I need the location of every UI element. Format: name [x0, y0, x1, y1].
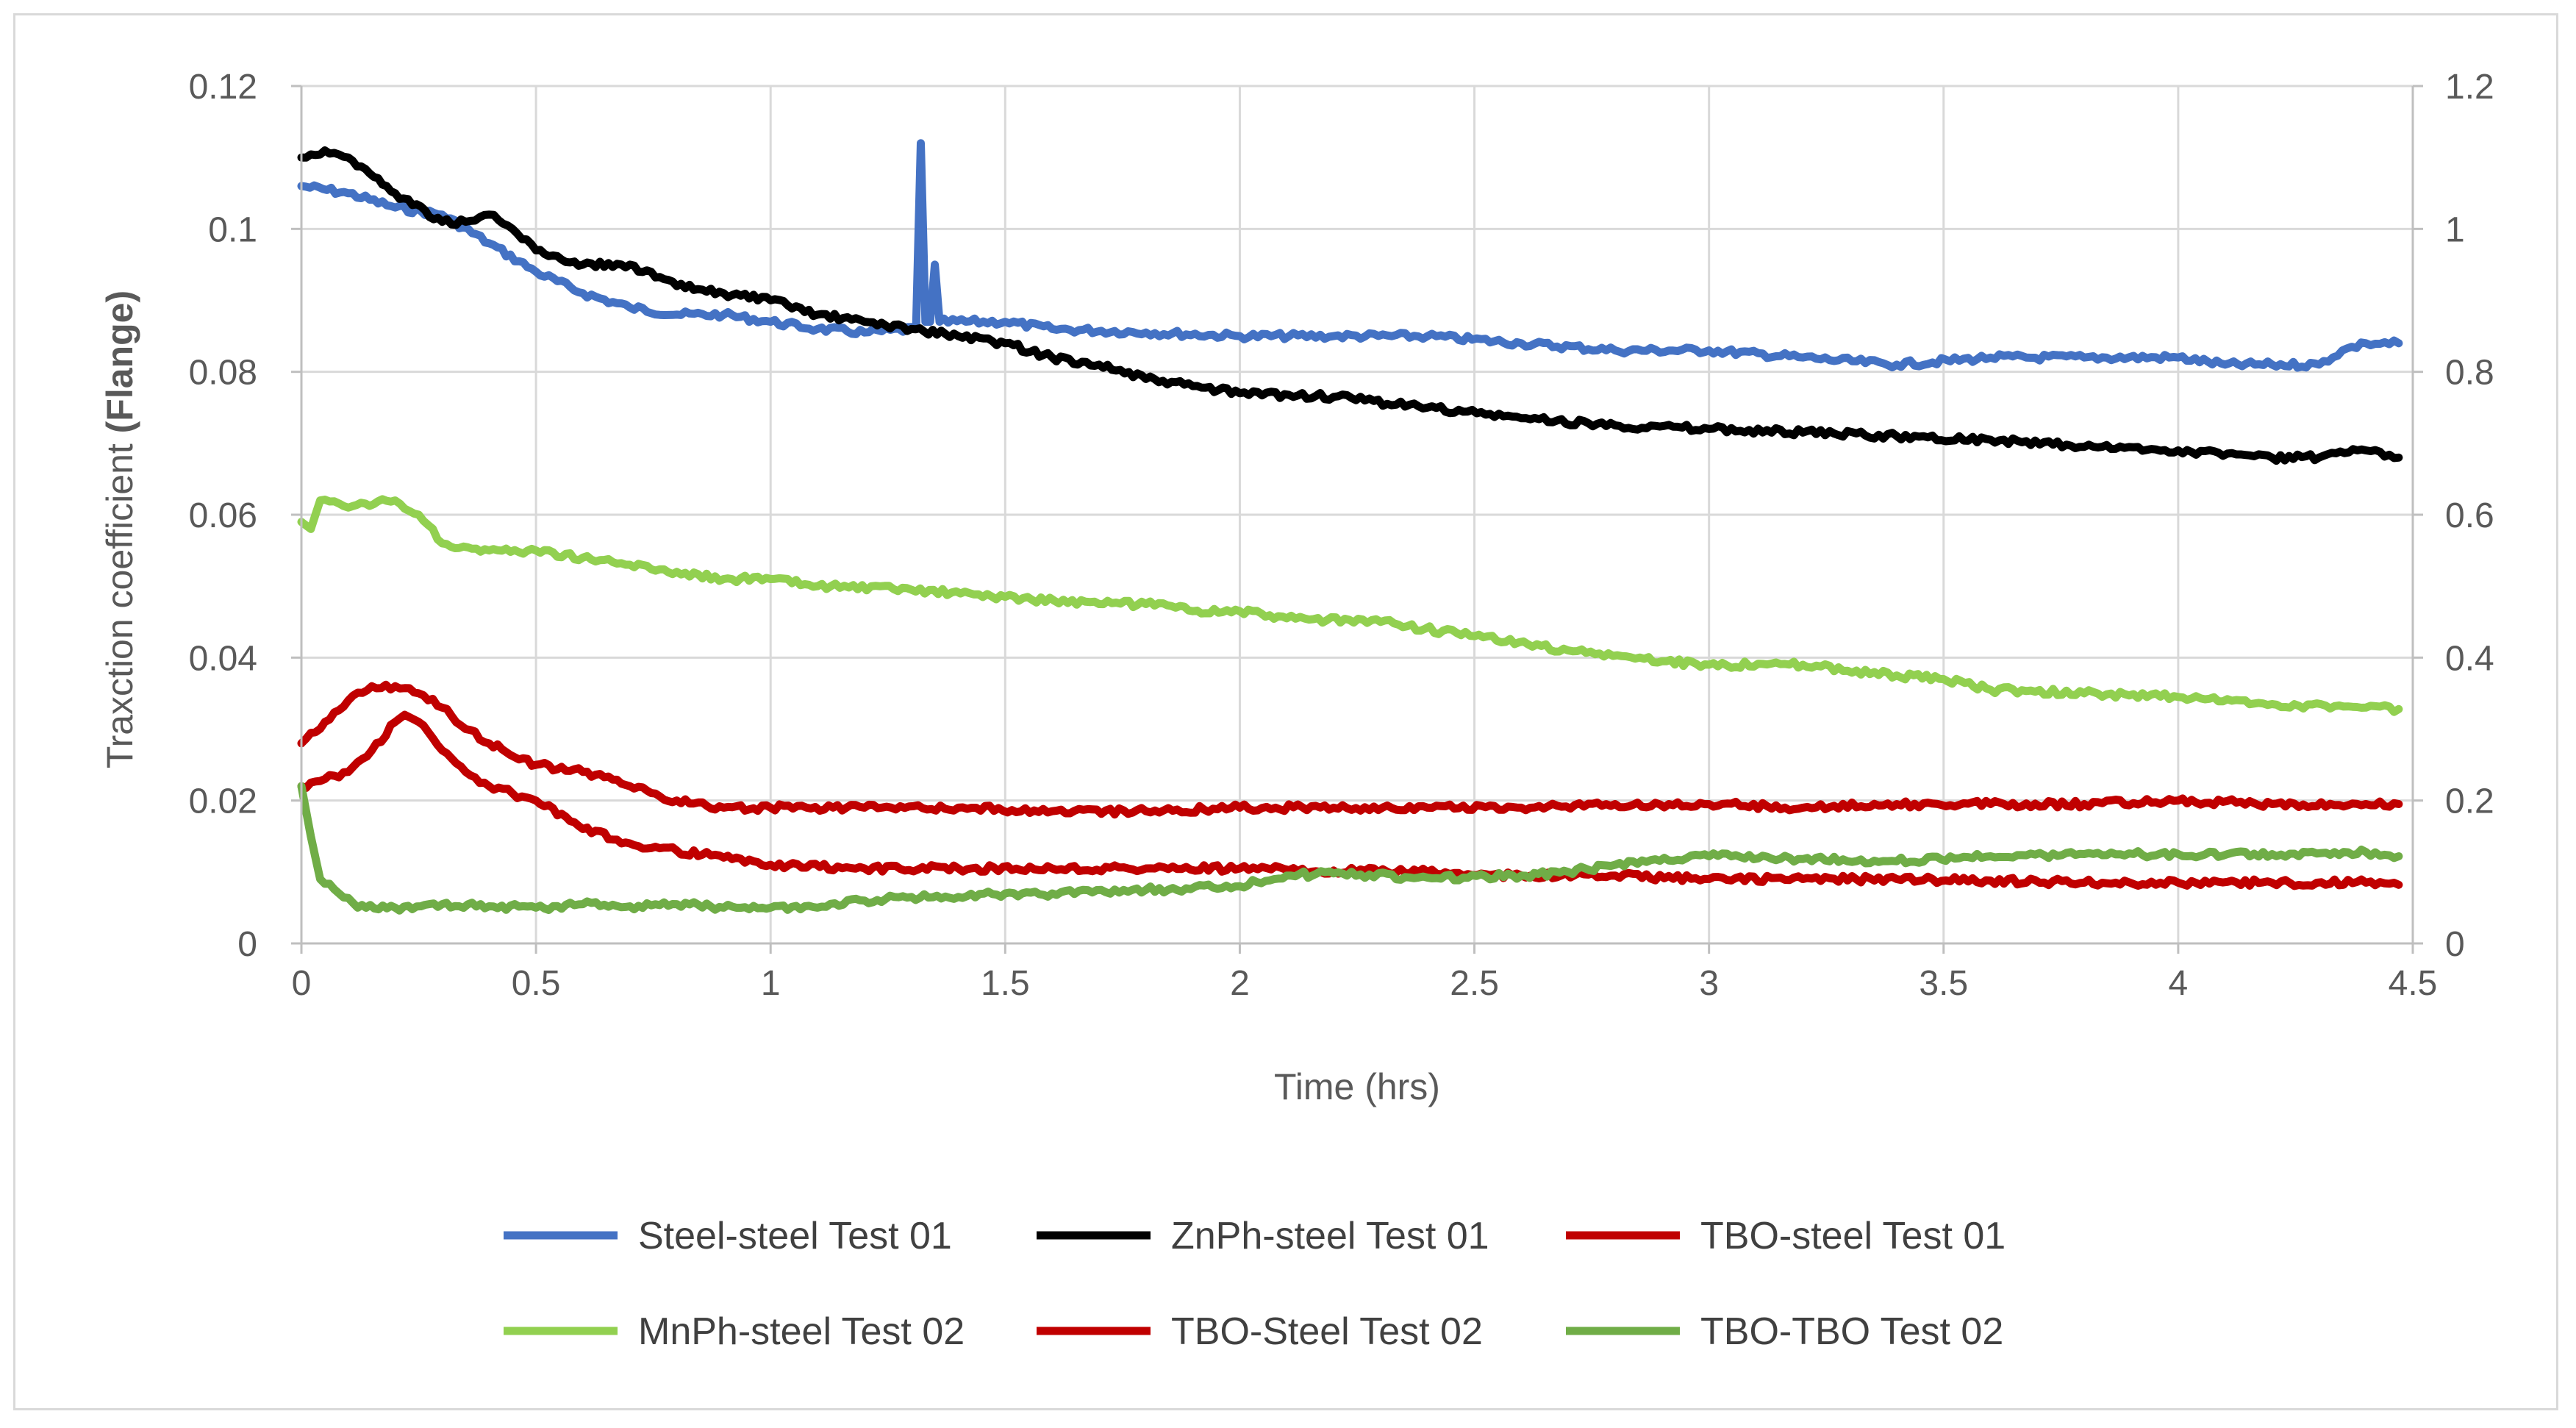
chart-frame — [13, 13, 2558, 1410]
y-axis-title-bold: (Flange) — [99, 290, 140, 433]
y2-tick-label: 0.8 — [2445, 354, 2494, 393]
x-tick-label: 2 — [1230, 964, 1250, 1003]
x-tick-label: 0 — [292, 964, 312, 1003]
series-line-tbo-tbo-test-02 — [297, 782, 2403, 915]
legend-label: TBO-Steel Test 02 — [1171, 1310, 1483, 1353]
axes — [291, 85, 2423, 954]
x-tick-label: 4 — [2169, 964, 2189, 1003]
x-tick-label: 4.5 — [2389, 964, 2438, 1003]
x-axis-title: Time (hrs) — [1274, 1066, 1440, 1107]
y-axis-title: Traxction coefficient (Flange) — [99, 290, 140, 768]
legend-item-steel-steel-test-01: Steel-steel Test 01 — [504, 1215, 952, 1257]
series-layer — [297, 139, 2403, 915]
y-axis-title-main: Traxction coefficient — [99, 433, 140, 768]
legend-label: TBO-TBO Test 02 — [1700, 1310, 2003, 1353]
series-line-mnph-steel-test-02 — [297, 495, 2403, 716]
y2-tick-label: 1 — [2445, 210, 2465, 249]
legend-label: Steel-steel Test 01 — [638, 1215, 952, 1257]
legend-label: ZnPh-steel Test 01 — [1171, 1215, 1489, 1257]
legend-item-mnph-steel-test-02: MnPh-steel Test 02 — [504, 1310, 965, 1353]
y-tick-label: 0.02 — [189, 782, 257, 821]
legend: Steel-steel Test 01 ZnPh-steel Test 01 TBO… — [504, 1215, 2006, 1353]
x-tick-label: 2.5 — [1450, 964, 1499, 1003]
tick-labels: 0 0.5 1 1.5 2 2.5 3 3.5 4 4.500.020.040.060.080.1… — [189, 68, 2494, 1003]
y-tick-label: 0.1 — [208, 210, 257, 249]
x-tick-label: 3 — [1699, 964, 1719, 1003]
y-tick-label: 0.08 — [189, 354, 257, 393]
y-tick-label: 0 — [237, 925, 257, 964]
legend-label: MnPh-steel Test 02 — [638, 1310, 965, 1353]
legend-item-tbo-tbo-test-02: TBO-TBO Test 02 — [1566, 1310, 2003, 1353]
gridlines — [301, 85, 2414, 943]
y2-tick-label: 0 — [2445, 925, 2465, 964]
legend-item-tbo-steel-test-01: TBO-steel Test 01 — [1566, 1215, 2006, 1257]
y-tick-label: 0.12 — [189, 68, 257, 107]
series-line-znph-steel-test-01 — [297, 146, 2403, 465]
x-tick-label: 0.5 — [512, 964, 561, 1003]
legend-label: TBO-steel Test 01 — [1700, 1215, 2006, 1257]
y2-tick-label: 0.2 — [2445, 782, 2494, 821]
y2-tick-label: 0.4 — [2445, 639, 2494, 678]
y-tick-label: 0.04 — [189, 639, 257, 678]
series-line-steel-steel-test-01 — [297, 139, 2403, 372]
x-tick-label: 3.5 — [1919, 964, 1968, 1003]
series-line-tbo-steel-test-02 — [297, 680, 2403, 819]
y2-tick-label: 0.6 — [2445, 496, 2494, 535]
y2-tick-label: 1.2 — [2445, 68, 2494, 107]
x-tick-label: 1.5 — [981, 964, 1030, 1003]
legend-item-znph-steel-test-01: ZnPh-steel Test 01 — [1037, 1215, 1489, 1257]
y-tick-label: 0.06 — [189, 496, 257, 535]
x-tick-label: 1 — [761, 964, 781, 1003]
legend-item-tbo-steel-test-02: TBO-Steel Test 02 — [1037, 1310, 1483, 1353]
